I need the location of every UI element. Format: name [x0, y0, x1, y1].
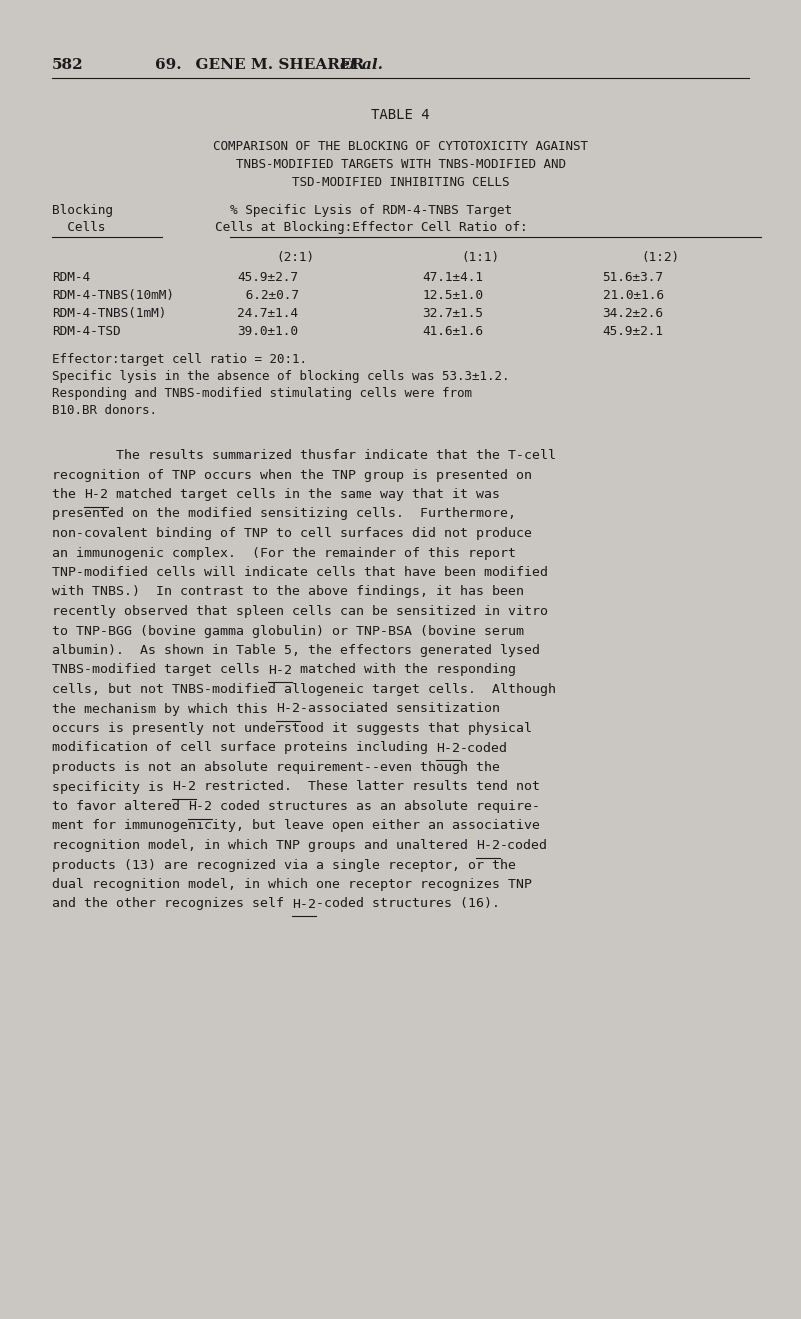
Text: non-covalent binding of TNP to cell surfaces did not produce: non-covalent binding of TNP to cell surf…: [52, 528, 532, 539]
Text: occurs is presently not understood it suggests that physical: occurs is presently not understood it su…: [52, 721, 532, 735]
Text: et al.: et al.: [340, 58, 383, 73]
Text: cells, but not TNBS-modified allogeneic target cells.  Although: cells, but not TNBS-modified allogeneic …: [52, 683, 556, 696]
Text: 6.2±0.7: 6.2±0.7: [238, 289, 299, 302]
Text: (1:1): (1:1): [461, 251, 499, 264]
Text: products is not an absolute requirement--even though the: products is not an absolute requirement-…: [52, 761, 500, 774]
Text: RDM-4: RDM-4: [52, 270, 91, 284]
Text: presented on the modified sensitizing cells.  Furthermore,: presented on the modified sensitizing ce…: [52, 508, 516, 521]
Text: ment for immunogenicity, but leave open either an associative: ment for immunogenicity, but leave open …: [52, 819, 540, 832]
Text: 45.9±2.1: 45.9±2.1: [602, 324, 663, 338]
Text: 582: 582: [52, 58, 83, 73]
Text: TSD-MODIFIED INHIBITING CELLS: TSD-MODIFIED INHIBITING CELLS: [292, 175, 509, 189]
Text: RDM-4-TSD: RDM-4-TSD: [52, 324, 121, 338]
Text: 21.0±1.6: 21.0±1.6: [602, 289, 663, 302]
Text: recognition of TNP occurs when the TNP group is presented on: recognition of TNP occurs when the TNP g…: [52, 468, 532, 481]
Text: Responding and TNBS-modified stimulating cells were from: Responding and TNBS-modified stimulating…: [52, 386, 472, 400]
Text: 39.0±1.0: 39.0±1.0: [238, 324, 299, 338]
Text: with TNBS.)  In contrast to the above findings, it has been: with TNBS.) In contrast to the above fin…: [52, 586, 524, 599]
Text: TNP-modified cells will indicate cells that have been modified: TNP-modified cells will indicate cells t…: [52, 566, 548, 579]
Text: 32.7±1.5: 32.7±1.5: [422, 307, 484, 321]
Text: Cells: Cells: [52, 222, 106, 233]
Text: (1:2): (1:2): [641, 251, 679, 264]
Text: the mechanism by which this: the mechanism by which this: [52, 703, 276, 715]
Text: (2:1): (2:1): [276, 251, 314, 264]
Text: an immunogenic complex.  (For the remainder of this report: an immunogenic complex. (For the remaind…: [52, 546, 516, 559]
Text: 51.6±3.7: 51.6±3.7: [602, 270, 663, 284]
Text: recently observed that spleen cells can be sensitized in vitro: recently observed that spleen cells can …: [52, 605, 548, 619]
Text: -coded: -coded: [460, 741, 508, 754]
Text: 41.6±1.6: 41.6±1.6: [422, 324, 484, 338]
Text: matched with the responding: matched with the responding: [292, 663, 516, 677]
Text: H-2: H-2: [188, 801, 212, 813]
Text: -coded: -coded: [500, 839, 548, 852]
Text: H-2: H-2: [172, 781, 196, 794]
Text: albumin).  As shown in Table 5, the effectors generated lysed: albumin). As shown in Table 5, the effec…: [52, 644, 540, 657]
Text: Specific lysis in the absence of blocking cells was 53.3±1.2.: Specific lysis in the absence of blockin…: [52, 371, 509, 383]
Text: H-2: H-2: [84, 488, 108, 501]
Text: The results summarized thusfar indicate that the T-cell: The results summarized thusfar indicate …: [52, 448, 556, 462]
Text: the: the: [52, 488, 84, 501]
Text: H-2: H-2: [292, 897, 316, 910]
Text: 47.1±4.1: 47.1±4.1: [422, 270, 484, 284]
Text: to favor altered: to favor altered: [52, 801, 188, 813]
Text: dual recognition model, in which one receptor recognizes TNP: dual recognition model, in which one rec…: [52, 878, 532, 892]
Text: 12.5±1.0: 12.5±1.0: [422, 289, 484, 302]
Text: % Specific Lysis of RDM-4-TNBS Target: % Specific Lysis of RDM-4-TNBS Target: [230, 204, 512, 218]
Text: recognition model, in which TNP groups and unaltered: recognition model, in which TNP groups a…: [52, 839, 476, 852]
Text: H-2: H-2: [268, 663, 292, 677]
Text: -coded structures (16).: -coded structures (16).: [316, 897, 500, 910]
Text: H-2: H-2: [276, 703, 300, 715]
Text: GENE M. SHEARER: GENE M. SHEARER: [185, 58, 369, 73]
Text: and the other recognizes self: and the other recognizes self: [52, 897, 292, 910]
Text: matched target cells in the same way that it was: matched target cells in the same way tha…: [108, 488, 500, 501]
Text: RDM-4-TNBS(1mM): RDM-4-TNBS(1mM): [52, 307, 167, 321]
Text: products (13) are recognized via a single receptor, or the: products (13) are recognized via a singl…: [52, 859, 516, 872]
Text: modification of cell surface proteins including: modification of cell surface proteins in…: [52, 741, 436, 754]
Text: COMPARISON OF THE BLOCKING OF CYTOTOXICITY AGAINST: COMPARISON OF THE BLOCKING OF CYTOTOXICI…: [213, 140, 588, 153]
Text: TABLE 4: TABLE 4: [371, 108, 430, 121]
Text: RDM-4-TNBS(10mM): RDM-4-TNBS(10mM): [52, 289, 174, 302]
Text: B10.BR donors.: B10.BR donors.: [52, 404, 157, 417]
Text: TNBS-modified target cells: TNBS-modified target cells: [52, 663, 268, 677]
Text: TNBS-MODIFIED TARGETS WITH TNBS-MODIFIED AND: TNBS-MODIFIED TARGETS WITH TNBS-MODIFIED…: [235, 158, 566, 171]
Text: restricted.  These latter results tend not: restricted. These latter results tend no…: [196, 781, 540, 794]
Text: H-2: H-2: [476, 839, 500, 852]
Text: 69.: 69.: [155, 58, 182, 73]
Text: 45.9±2.7: 45.9±2.7: [238, 270, 299, 284]
Text: specificity is: specificity is: [52, 781, 172, 794]
Text: Cells at Blocking:Effector Cell Ratio of:: Cells at Blocking:Effector Cell Ratio of…: [215, 222, 528, 233]
Text: -associated sensitization: -associated sensitization: [300, 703, 500, 715]
Text: 24.7±1.4: 24.7±1.4: [238, 307, 299, 321]
Text: to TNP-BGG (bovine gamma globulin) or TNP-BSA (bovine serum: to TNP-BGG (bovine gamma globulin) or TN…: [52, 624, 524, 637]
Text: H-2: H-2: [436, 741, 460, 754]
Text: Effector:target cell ratio = 20:1.: Effector:target cell ratio = 20:1.: [52, 353, 307, 365]
Text: Blocking: Blocking: [52, 204, 113, 218]
Text: 34.2±2.6: 34.2±2.6: [602, 307, 663, 321]
Text: coded structures as an absolute require-: coded structures as an absolute require-: [212, 801, 540, 813]
